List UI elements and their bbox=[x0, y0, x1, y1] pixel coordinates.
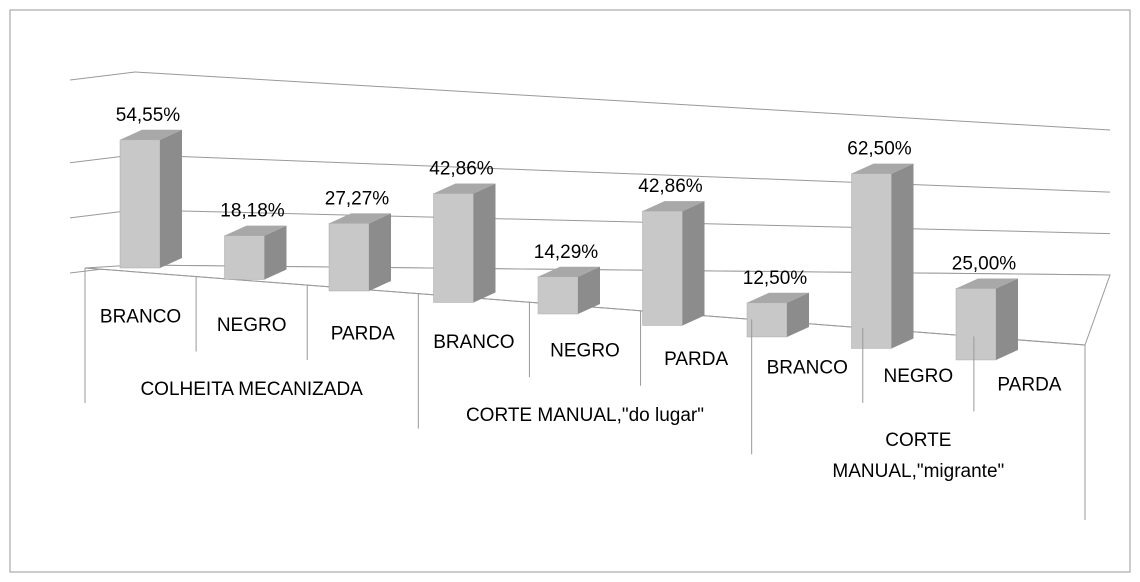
bar-front bbox=[851, 173, 892, 349]
value-label: 12,50% bbox=[743, 268, 808, 289]
value-label: 25,00% bbox=[952, 253, 1017, 274]
bar-side bbox=[787, 292, 809, 337]
x-tick-label: PARDA bbox=[664, 349, 728, 370]
group-label: CORTE MANUAL,"migrante" bbox=[832, 430, 1005, 483]
bar-top bbox=[538, 266, 600, 277]
value-label: 27,27% bbox=[325, 188, 390, 209]
bar-top bbox=[433, 183, 496, 194]
bar-front bbox=[537, 276, 579, 315]
wall-top bbox=[69, 71, 136, 81]
x-tick-label: PARDA bbox=[331, 323, 395, 344]
bar-top bbox=[120, 129, 182, 140]
bar-side bbox=[996, 278, 1018, 360]
bar-top bbox=[642, 201, 705, 212]
bar-front bbox=[642, 210, 683, 326]
value-label: 42,86% bbox=[638, 176, 703, 197]
bar-top bbox=[851, 163, 914, 174]
bar-front bbox=[119, 139, 161, 269]
wall-top bbox=[134, 71, 1111, 131]
x-tick-label: NEGRO bbox=[217, 315, 287, 336]
bar-side bbox=[473, 183, 496, 303]
bar-front bbox=[955, 288, 997, 361]
value-label: 42,86% bbox=[429, 159, 494, 180]
x-tick-label: PARDA bbox=[997, 375, 1061, 396]
x-tick-label: BRANCO bbox=[100, 306, 181, 327]
bar-side bbox=[578, 266, 600, 314]
bar-side bbox=[264, 225, 287, 280]
group-label: CORTE MANUAL,"do lugar" bbox=[465, 404, 705, 426]
bar-front bbox=[746, 302, 788, 338]
bar-top bbox=[224, 225, 287, 236]
value-label: 18,18% bbox=[220, 201, 285, 222]
bar-side bbox=[891, 163, 914, 349]
value-label: 14,29% bbox=[534, 242, 599, 263]
bar-front bbox=[433, 193, 474, 303]
group-label: COLHEITA MECANIZADA bbox=[140, 378, 363, 400]
x-tick-label: NEGRO bbox=[550, 341, 620, 362]
value-label: 54,55% bbox=[116, 105, 181, 126]
x-tick-label: NEGRO bbox=[883, 366, 953, 387]
bar-top bbox=[329, 213, 391, 224]
bar-front bbox=[328, 223, 370, 292]
bar-side bbox=[682, 201, 705, 326]
bar-top bbox=[747, 292, 809, 303]
bar-side bbox=[369, 213, 391, 291]
bar-side bbox=[160, 129, 182, 268]
x-tick-label: BRANCO bbox=[767, 358, 848, 379]
value-label: 62,50% bbox=[847, 139, 912, 160]
bar-top bbox=[956, 278, 1018, 289]
bar-front bbox=[224, 235, 265, 280]
x-tick-label: BRANCO bbox=[433, 332, 514, 353]
